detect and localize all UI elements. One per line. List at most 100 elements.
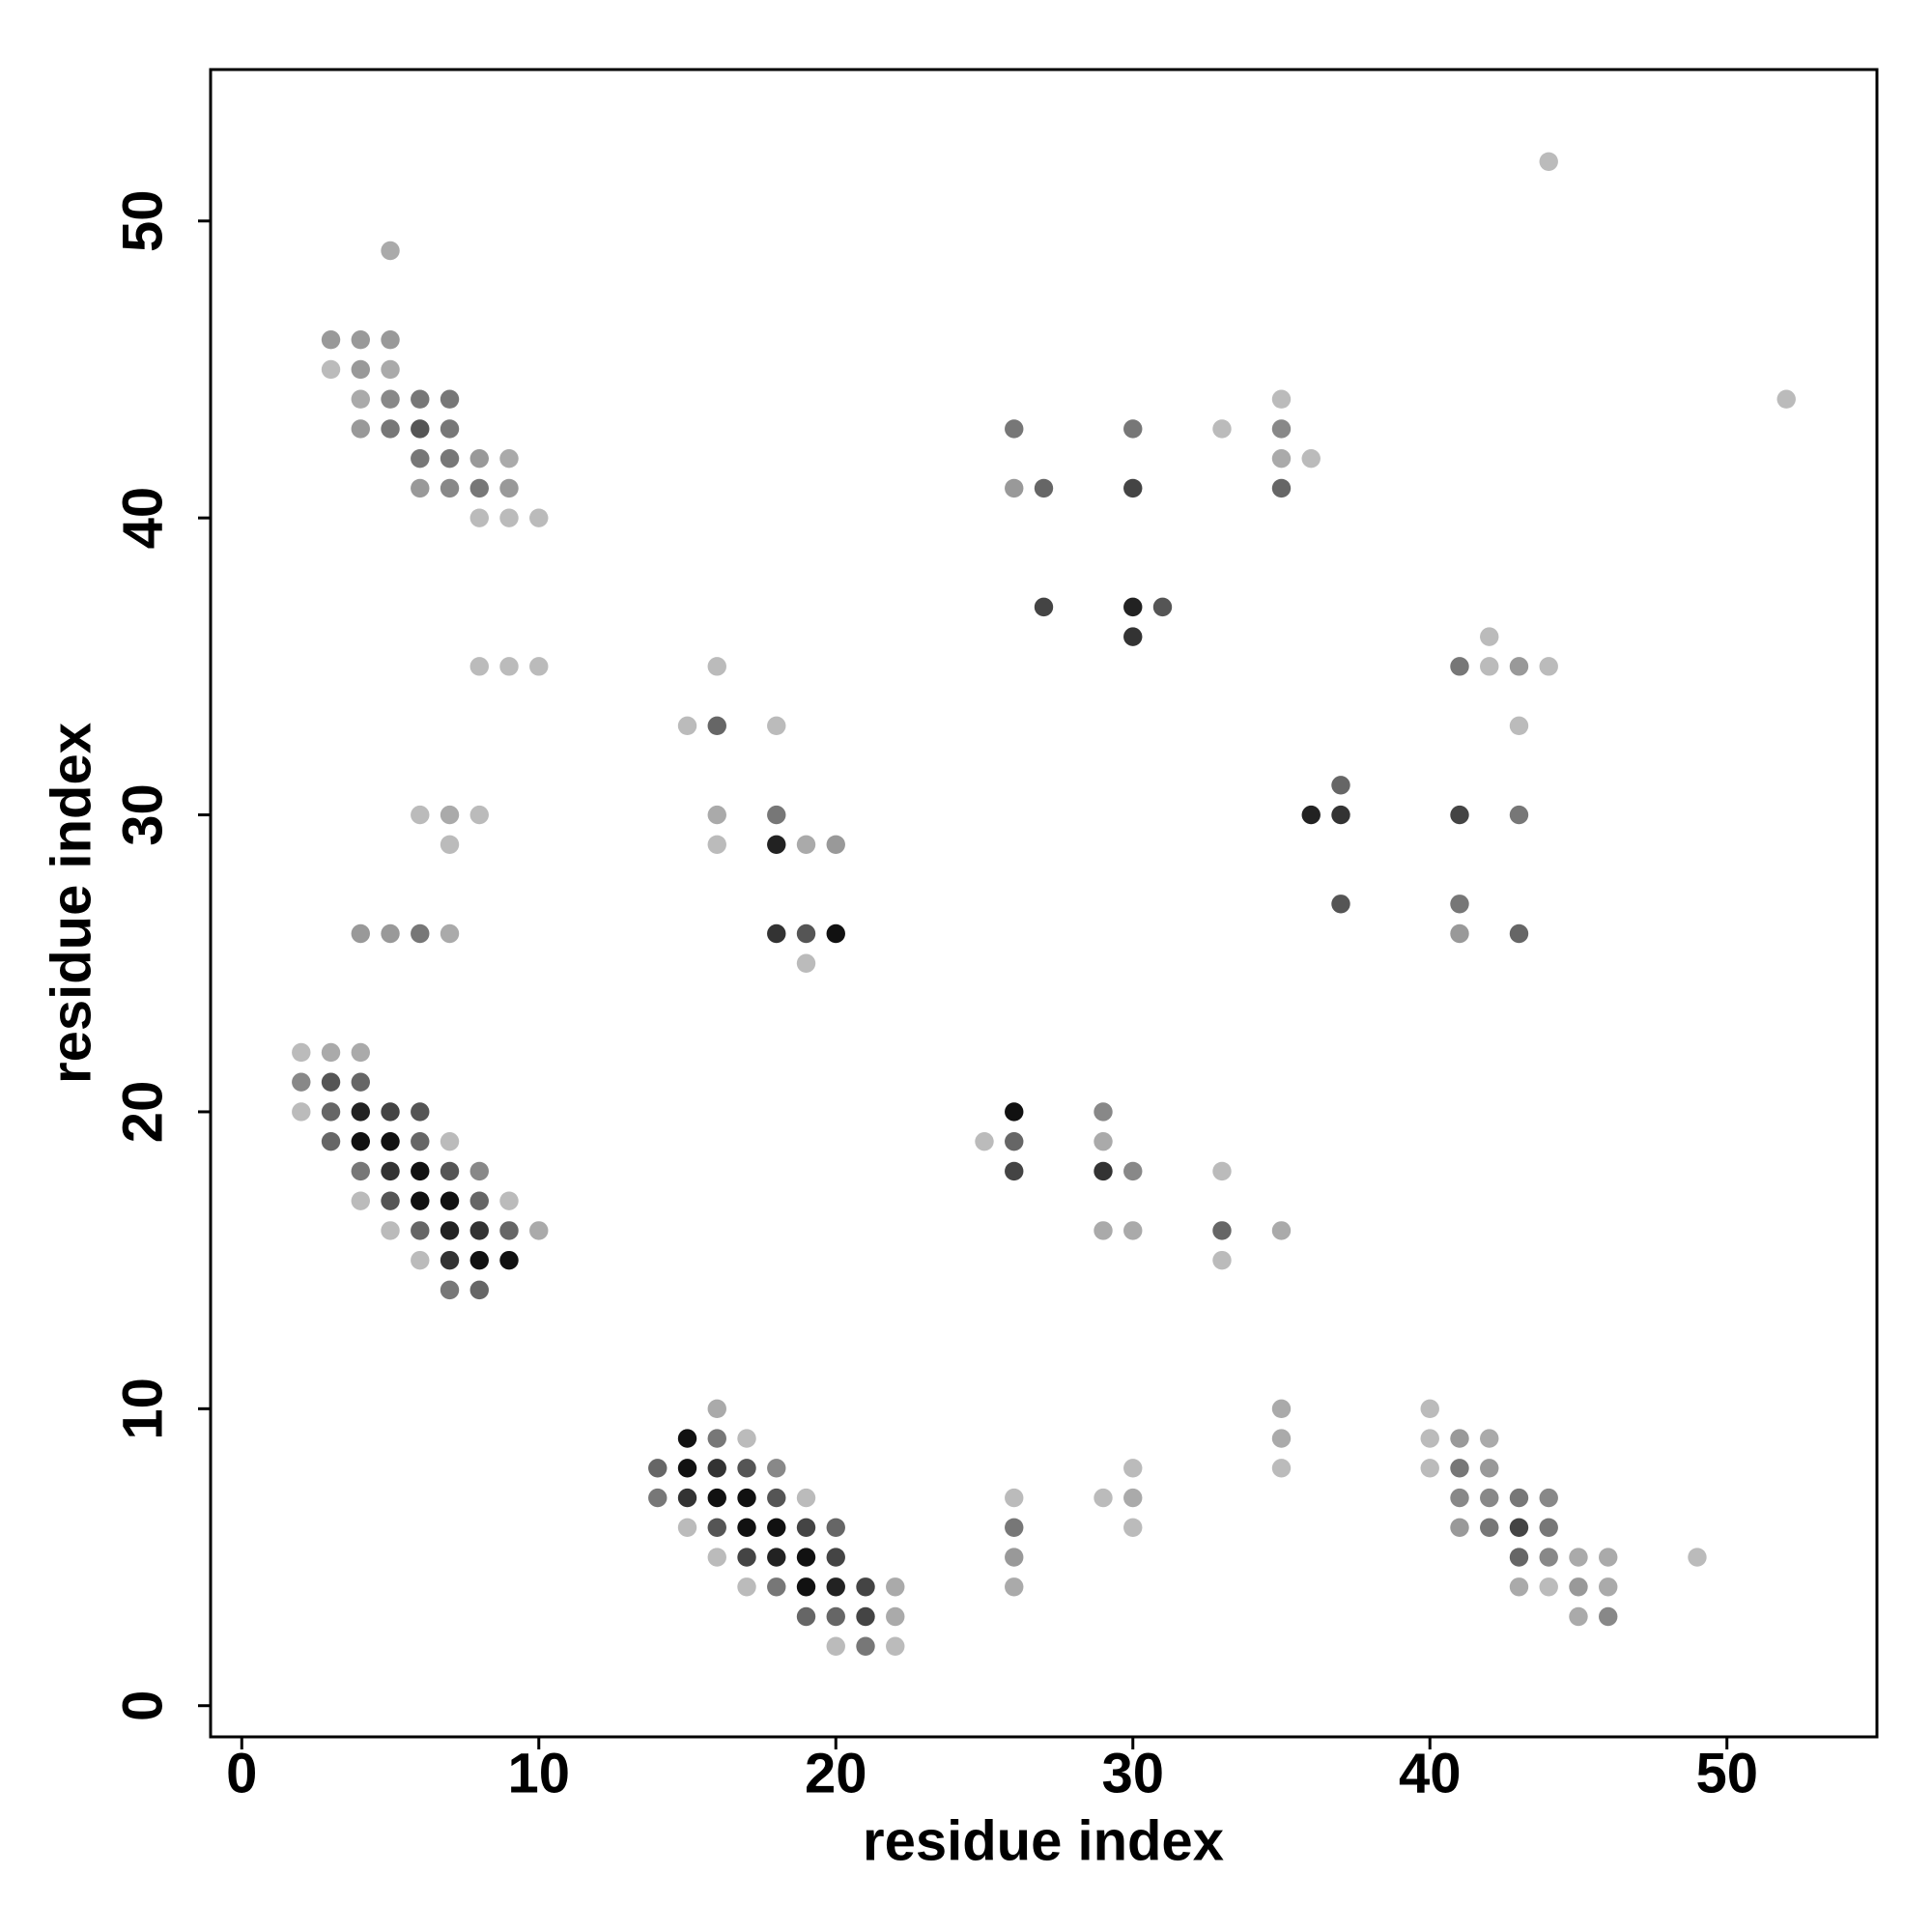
- point: [796, 1606, 816, 1627]
- point: [1450, 1488, 1469, 1508]
- point: [1005, 1577, 1024, 1597]
- point: [1539, 1577, 1558, 1597]
- point: [381, 923, 400, 944]
- point: [351, 1191, 370, 1210]
- point: [1094, 1102, 1113, 1122]
- point: [1271, 419, 1292, 439]
- point: [648, 1488, 668, 1508]
- point: [1480, 1429, 1499, 1448]
- point: [411, 1250, 430, 1270]
- point: [529, 1221, 549, 1240]
- point: [321, 330, 341, 350]
- point: [1005, 1161, 1024, 1181]
- point: [1301, 448, 1321, 469]
- point: [677, 1488, 697, 1508]
- point: [1539, 1488, 1558, 1508]
- point: [707, 1429, 726, 1448]
- point: [677, 716, 697, 736]
- point: [1599, 1577, 1618, 1597]
- point: [469, 448, 489, 469]
- point: [499, 508, 519, 527]
- point: [677, 1429, 697, 1448]
- point: [1776, 389, 1796, 409]
- point: [1331, 895, 1350, 914]
- point: [351, 330, 370, 350]
- point: [1212, 1161, 1232, 1181]
- point: [1123, 1221, 1143, 1240]
- point: [707, 835, 726, 854]
- point: [292, 1072, 311, 1092]
- point: [469, 805, 489, 825]
- point: [1450, 1459, 1469, 1478]
- point: [499, 1221, 519, 1240]
- point: [351, 1042, 370, 1063]
- point: [381, 419, 400, 439]
- point: [677, 1518, 697, 1537]
- point: [737, 1488, 756, 1508]
- point: [767, 1518, 786, 1537]
- point: [1005, 1488, 1024, 1508]
- point: [321, 359, 341, 380]
- point: [351, 923, 370, 944]
- point: [856, 1606, 875, 1627]
- point: [1271, 389, 1292, 409]
- point: [499, 478, 519, 498]
- point: [1123, 1488, 1143, 1508]
- point: [1271, 1459, 1292, 1478]
- point: [469, 478, 489, 498]
- y-tick-label: 30: [111, 783, 174, 846]
- point: [440, 835, 460, 854]
- point: [677, 1459, 697, 1478]
- plot-frame: [209, 68, 1879, 1739]
- point: [469, 1161, 489, 1181]
- point: [469, 1191, 489, 1210]
- point: [529, 508, 549, 527]
- point: [411, 478, 430, 498]
- point: [381, 1221, 400, 1240]
- x-tick-label: 40: [1399, 1742, 1462, 1804]
- point: [1599, 1606, 1618, 1627]
- point: [1271, 1429, 1292, 1448]
- point: [1005, 1548, 1024, 1567]
- point: [648, 1459, 668, 1478]
- point: [440, 1191, 460, 1210]
- point: [1509, 923, 1529, 944]
- point: [1123, 1161, 1143, 1181]
- point: [411, 1102, 430, 1122]
- point: [411, 1221, 430, 1240]
- point: [1539, 152, 1558, 171]
- point: [1509, 1518, 1529, 1537]
- point: [707, 805, 726, 825]
- point: [1271, 1399, 1292, 1419]
- point: [1509, 1548, 1529, 1567]
- point: [767, 1459, 786, 1478]
- point: [1450, 657, 1469, 676]
- point: [1480, 657, 1499, 676]
- point: [767, 1488, 786, 1508]
- point: [440, 1280, 460, 1300]
- point: [767, 1577, 786, 1597]
- x-tick-label: 0: [226, 1742, 257, 1804]
- point: [411, 805, 430, 825]
- point: [469, 1221, 489, 1240]
- y-axis-label: residue index: [40, 723, 102, 1084]
- point: [321, 1102, 341, 1122]
- point: [826, 835, 845, 854]
- point: [440, 923, 460, 944]
- point: [1123, 419, 1143, 439]
- point: [1450, 805, 1469, 825]
- point: [351, 1161, 370, 1181]
- y-tick-label: 0: [111, 1690, 174, 1721]
- point: [529, 657, 549, 676]
- point: [1212, 1221, 1232, 1240]
- point: [1123, 1459, 1143, 1478]
- point: [351, 419, 370, 439]
- point: [796, 835, 816, 854]
- point: [321, 1131, 341, 1151]
- point: [1509, 716, 1529, 736]
- point: [1509, 1488, 1529, 1508]
- point: [440, 1161, 460, 1181]
- point: [411, 448, 430, 469]
- point: [351, 1102, 370, 1122]
- point: [1005, 1102, 1024, 1122]
